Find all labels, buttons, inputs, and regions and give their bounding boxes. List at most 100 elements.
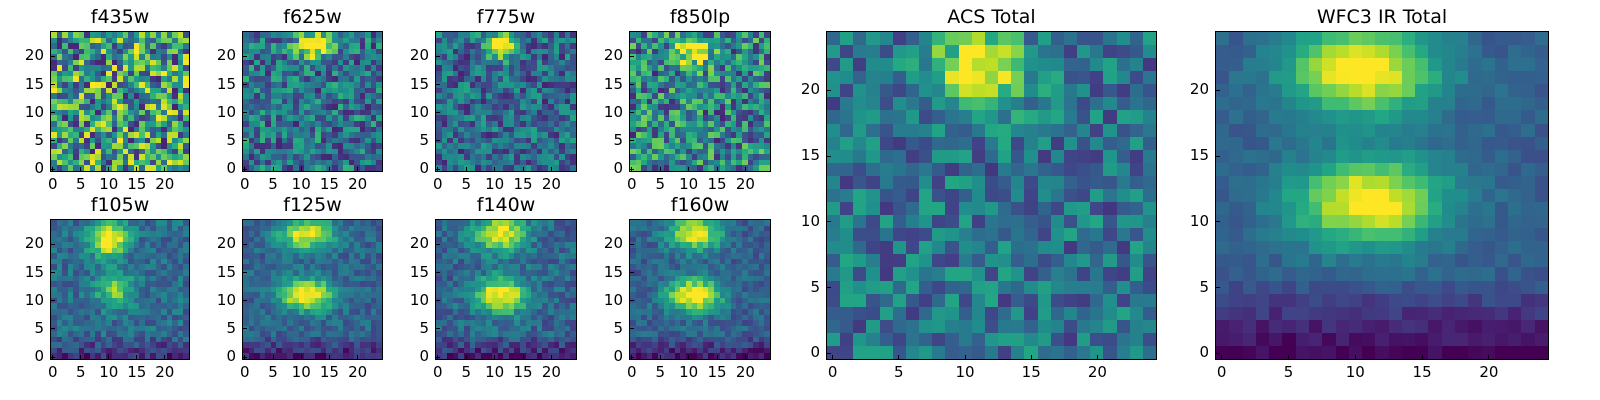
- heatmap-cell: [663, 132, 670, 138]
- heatmap-cell: [697, 236, 703, 243]
- heatmap-cell: [531, 236, 537, 243]
- heatmap-cell: [128, 242, 134, 248]
- heatmap-cell: [144, 120, 151, 127]
- heatmap-cell: [84, 220, 90, 226]
- heatmap-cell: [298, 70, 305, 77]
- heatmap-cell: [128, 314, 134, 321]
- heatmap-cell: [78, 76, 85, 83]
- heatmap-cell: [117, 143, 123, 149]
- heatmap-cell: [514, 70, 520, 77]
- heatmap-cell: [133, 270, 140, 276]
- heatmap-cell: [166, 104, 173, 110]
- heatmap-cell: [117, 98, 123, 105]
- heatmap-cell: [730, 109, 737, 116]
- heatmap-cell: [525, 264, 532, 271]
- heatmap-cell: [254, 93, 260, 99]
- heatmap-cell: [155, 253, 162, 259]
- heatmap-cell: [646, 242, 653, 248]
- heatmap-cell: [315, 303, 321, 309]
- heatmap-cell: [78, 297, 85, 304]
- heatmap-cell: [713, 104, 720, 110]
- heatmap-cell: [564, 297, 571, 304]
- heatmap-cell: [370, 132, 377, 138]
- heatmap-cell: [657, 275, 664, 282]
- heatmap-cell: [309, 65, 316, 71]
- heatmap-cell: [547, 115, 554, 121]
- heatmap-cell: [315, 347, 321, 354]
- heatmap-cell: [680, 264, 686, 271]
- heatmap-cell: [56, 353, 63, 359]
- heatmap-cell: [719, 32, 726, 38]
- heatmap-cell: [155, 154, 162, 160]
- heatmap-cell: [177, 104, 184, 110]
- heatmap-cell: [56, 137, 63, 144]
- heatmap-cell: [67, 54, 74, 60]
- heatmap-cell: [56, 225, 63, 232]
- heatmap-cell: [100, 220, 107, 226]
- heatmap-cell: [436, 32, 442, 38]
- heatmap-cell: [128, 54, 134, 60]
- heatmap-cell: [758, 236, 765, 243]
- heatmap-cell: [155, 347, 162, 354]
- heatmap-cell: [525, 336, 532, 343]
- heatmap-cell: [674, 281, 681, 287]
- heatmap-cell: [95, 154, 101, 160]
- heatmap-cell: [248, 325, 255, 332]
- heatmap-cell: [122, 37, 129, 44]
- heatmap-cell: [486, 247, 492, 254]
- heatmap-cell: [315, 342, 321, 348]
- heatmap-cell: [674, 126, 681, 133]
- heatmap-cell: [128, 32, 134, 38]
- heatmap-cell: [78, 331, 85, 337]
- heatmap-cell: [106, 120, 112, 127]
- heatmap-cell: [536, 225, 543, 232]
- heatmap-cell: [254, 303, 260, 309]
- heatmap-cell: [519, 331, 526, 337]
- heatmap-cell: [680, 320, 686, 326]
- heatmap-cell: [304, 104, 310, 110]
- heatmap-cell: [536, 325, 543, 332]
- heatmap-cell: [753, 132, 759, 138]
- heatmap-cell: [73, 70, 79, 77]
- heatmap-cell: [491, 231, 498, 237]
- heatmap-cell: [84, 70, 90, 77]
- heatmap-cell: [652, 37, 658, 44]
- heatmap-cell: [117, 109, 123, 116]
- heatmap-cell: [359, 70, 366, 77]
- heatmap-cell: [172, 342, 178, 348]
- heatmap-cell: [95, 231, 101, 237]
- heatmap-cell: [150, 126, 156, 133]
- heatmap-cell: [519, 143, 526, 149]
- heatmap-cell: [635, 48, 642, 55]
- heatmap-cell: [691, 236, 698, 243]
- heatmap-cell: [331, 275, 338, 282]
- heatmap-cell: [354, 225, 360, 232]
- heatmap-cell: [359, 220, 366, 226]
- heatmap-cell: [56, 270, 63, 276]
- heatmap-cell: [570, 48, 576, 55]
- x-tick: [300, 355, 302, 360]
- heatmap-cell: [122, 331, 129, 337]
- heatmap-cell: [519, 236, 526, 243]
- heatmap-cell: [348, 165, 355, 171]
- heatmap-cell: [265, 292, 271, 298]
- heatmap-cell: [139, 225, 145, 232]
- heatmap-cell: [95, 275, 101, 282]
- heatmap-cell: [635, 43, 642, 49]
- heatmap-cell: [730, 137, 737, 144]
- heatmap-cell: [491, 331, 498, 337]
- heatmap-cell: [155, 281, 162, 287]
- heatmap-cell: [84, 347, 90, 354]
- heatmap-cell: [725, 231, 731, 237]
- heatmap-cell: [78, 98, 85, 105]
- heatmap-cell: [458, 132, 464, 138]
- heatmap-cell: [166, 314, 173, 321]
- heatmap-cell: [747, 120, 754, 127]
- heatmap-cell: [553, 126, 560, 133]
- heatmap-cell: [753, 126, 759, 133]
- heatmap-cell: [183, 76, 189, 83]
- heatmap-cell: [480, 43, 487, 49]
- heatmap-cell: [741, 159, 748, 166]
- heatmap-cell: [708, 154, 714, 160]
- heatmap-cell: [713, 65, 720, 71]
